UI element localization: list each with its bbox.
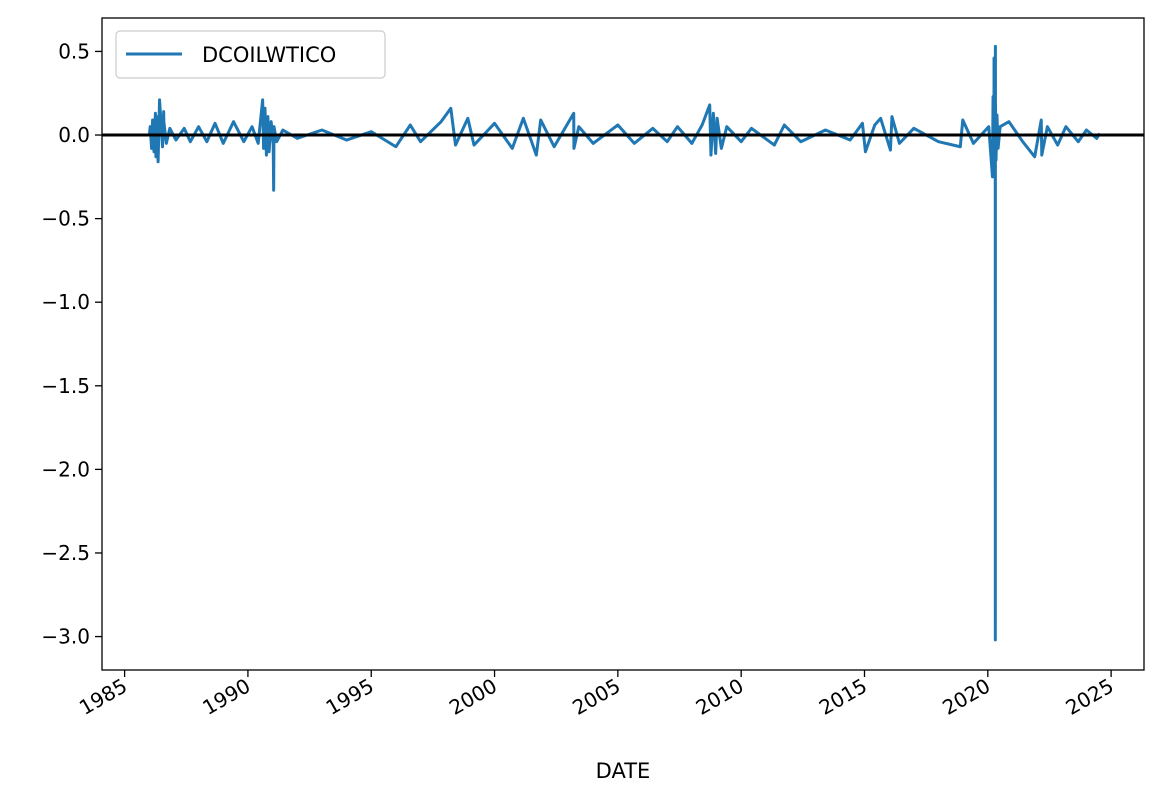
x-axis-title: DATE (596, 759, 651, 783)
y-tick-label: −1.5 (41, 374, 90, 398)
x-tick-label: 2000 (445, 674, 501, 720)
y-tick-label: −1.0 (41, 290, 90, 314)
x-tick-label: 2020 (938, 674, 994, 720)
legend-box (115, 30, 386, 79)
x-tick-label: 2005 (568, 674, 624, 720)
legend: DCOILWTICO (115, 30, 386, 79)
y-tick-label: −2.0 (41, 457, 90, 481)
x-tick-label: 1990 (198, 674, 254, 720)
y-tick-label: −0.5 (41, 207, 90, 231)
y-tick-label: −3.0 (41, 625, 90, 649)
plot-background (102, 18, 1144, 670)
x-tick-label: 2010 (692, 674, 748, 720)
y-tick-label: −2.5 (41, 541, 90, 565)
x-tick-label: 1985 (75, 674, 131, 720)
x-tick-label: 2015 (815, 674, 871, 720)
legend-label-dcoilwtico: DCOILWTICO (202, 43, 336, 67)
data-layer (102, 44, 1144, 642)
x-tick-label: 1995 (322, 674, 378, 720)
plot-frame (101, 17, 1145, 671)
y-tick-label: 0.0 (58, 123, 90, 147)
y-axis: 0.5 0.0 −0.5 −1.0 −1.5 −2.0 −2.5 −3.0 (41, 39, 102, 649)
y-tick-label: 0.5 (58, 39, 90, 63)
x-tick-label: 2025 (1062, 674, 1118, 720)
x-axis: 1985 1990 1995 2000 2005 2010 2015 2020 2025 (75, 670, 1118, 720)
